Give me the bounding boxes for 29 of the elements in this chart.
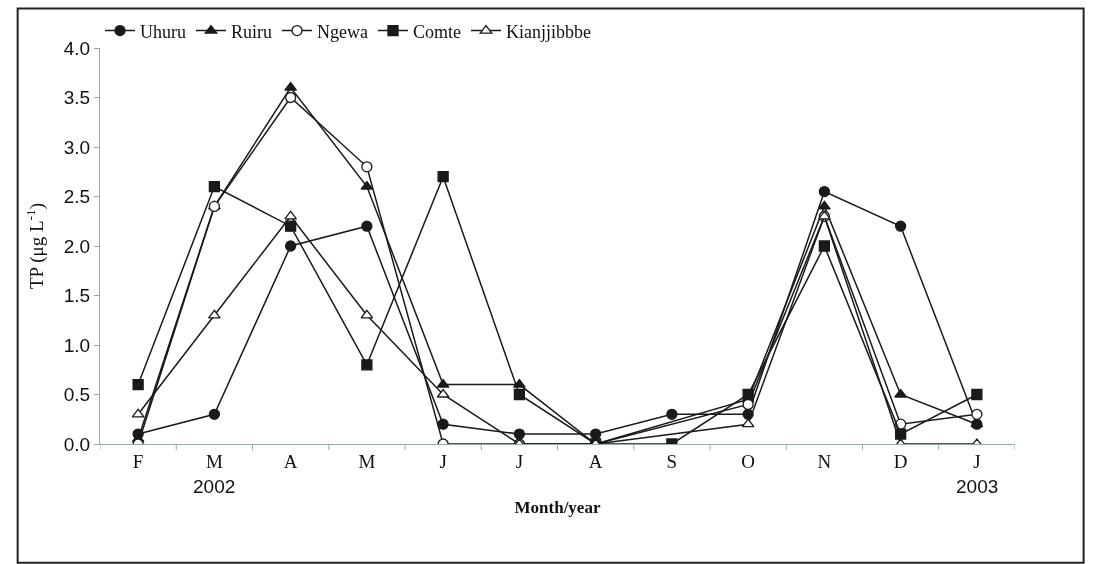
x-tick-label: S: [666, 450, 678, 472]
x-tick-label: M: [358, 450, 376, 472]
x-tick-label: J: [439, 450, 447, 472]
legend-label: Uhuru: [140, 21, 186, 42]
x-tick-label: D: [893, 450, 908, 472]
x-tick-label: J: [515, 450, 524, 472]
legend-label: Ngewa: [317, 21, 368, 42]
y-tick-label: 1.5: [63, 285, 91, 307]
x-tick-label: A: [588, 450, 603, 472]
x-tick-label: F: [132, 450, 144, 472]
x-tick-label: M: [205, 450, 223, 472]
legend-label: Kianjjibbbe: [506, 21, 591, 42]
x-tick-label: J: [973, 450, 981, 472]
x-axis-title: Month/year: [514, 498, 601, 518]
y-tick-label: 2.5: [63, 186, 91, 208]
y-tick-label: 2.0: [63, 235, 91, 257]
y-tick-label: 4.0: [63, 37, 91, 59]
y-tick-label: 0.0: [63, 433, 91, 455]
x-tick-label: A: [283, 450, 298, 472]
x-tick-label: O: [741, 450, 755, 472]
text: 2002: [193, 476, 236, 497]
y-tick-label: 3.0: [63, 136, 91, 158]
y-tick-label: 0.5: [63, 384, 91, 406]
text: 2003: [956, 476, 999, 497]
legend-label: Comte: [413, 21, 462, 42]
x-tick-label: N: [817, 450, 832, 472]
legend-label: Ruiru: [231, 21, 273, 42]
y-tick-label: 1.0: [63, 334, 91, 356]
y-tick-label: 3.5: [63, 87, 91, 109]
